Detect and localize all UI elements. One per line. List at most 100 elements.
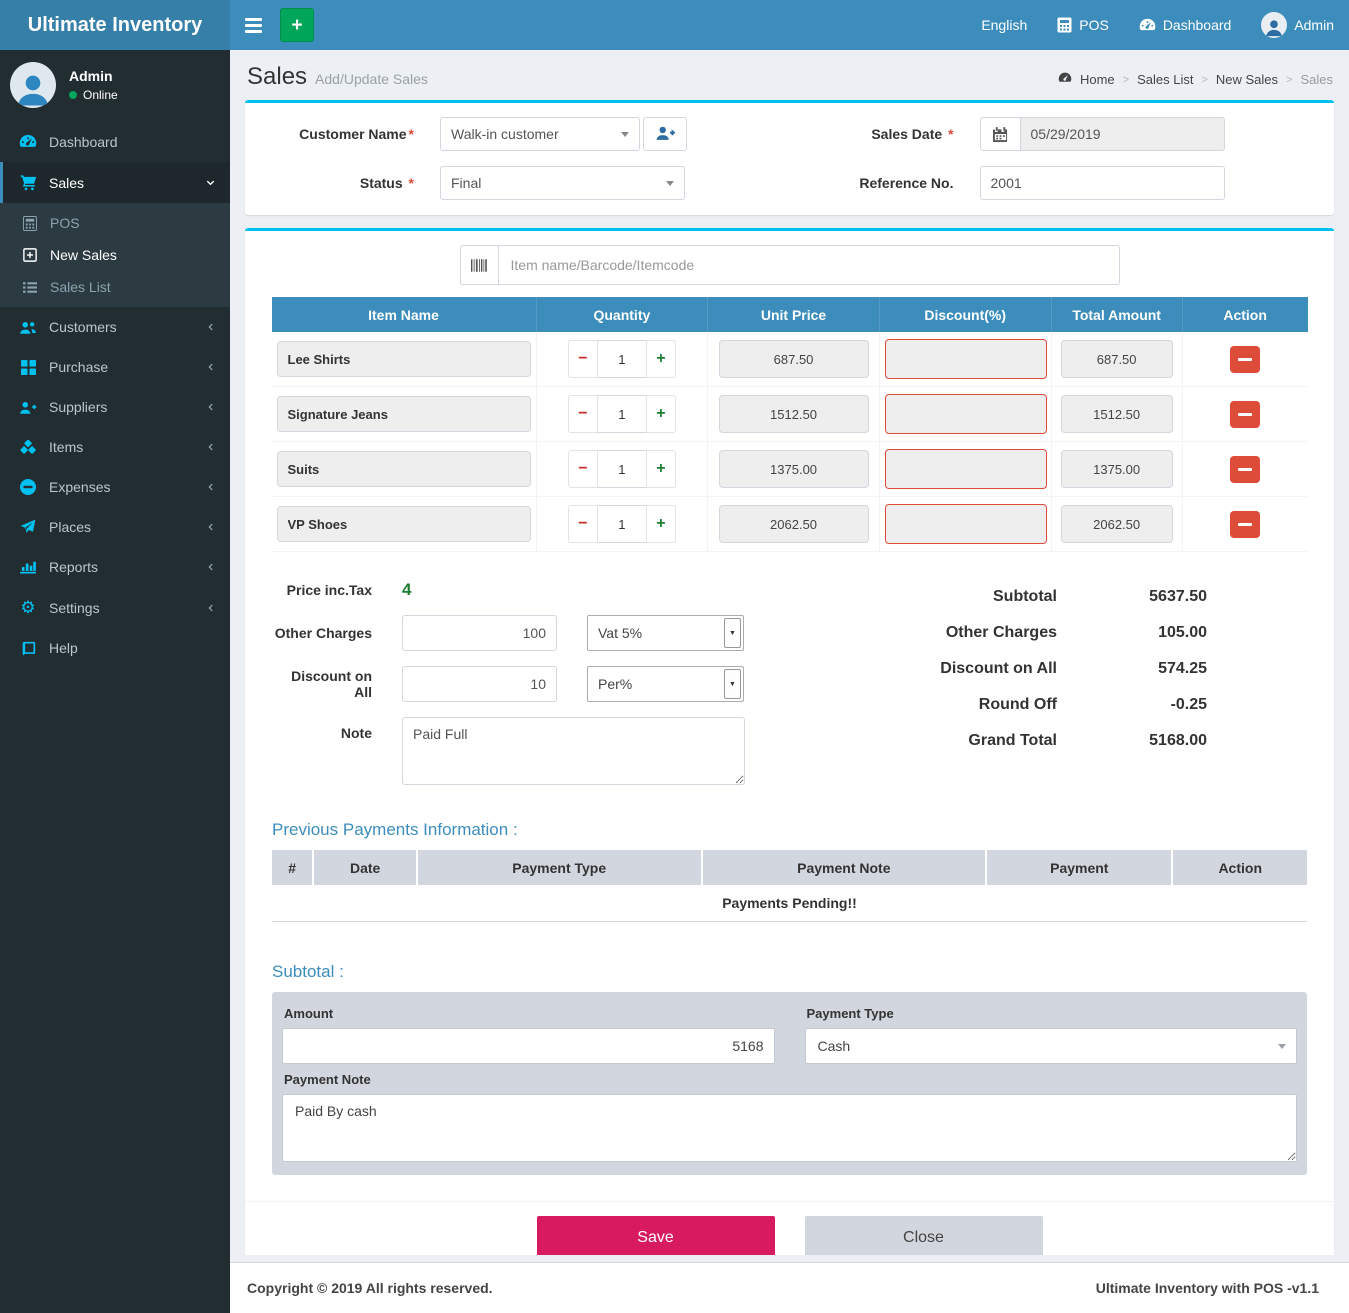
discount-on-all-input[interactable] (402, 666, 557, 702)
qty-decrease-button[interactable]: − (567, 395, 598, 433)
sidebar-item-suppliers[interactable]: Suppliers (0, 387, 230, 427)
discount-input[interactable] (884, 504, 1047, 544)
nav-user-menu[interactable]: Admin (1246, 0, 1349, 50)
qty-input[interactable] (597, 395, 646, 433)
total-amount-input[interactable] (1060, 505, 1173, 543)
minus-icon (1238, 357, 1253, 361)
sidebar-toggle-button[interactable] (230, 0, 276, 50)
remove-item-button[interactable] (1230, 510, 1261, 538)
breadcrumb-new-sales[interactable]: New Sales (1215, 72, 1279, 87)
total-amount-input[interactable] (1060, 340, 1173, 378)
sidebar-item-purchase[interactable]: Purchase (0, 347, 230, 387)
col-pay-action: Action (1171, 850, 1307, 885)
item-name-input[interactable] (276, 341, 531, 377)
qty-increase-button[interactable]: + (645, 505, 676, 543)
remove-item-button[interactable] (1230, 345, 1261, 373)
qty-decrease-button[interactable]: − (567, 450, 598, 488)
user-plus-icon (655, 125, 675, 144)
sidebar-item-items[interactable]: Items (0, 427, 230, 467)
brand-logo[interactable]: Ultimate Inventory (0, 0, 230, 50)
sidebar-item-customers[interactable]: Customers (0, 307, 230, 347)
discount-input[interactable] (884, 449, 1047, 489)
total-amount-input[interactable] (1060, 450, 1173, 488)
unit-price-input[interactable] (718, 395, 869, 433)
item-name-input[interactable] (276, 451, 531, 487)
nav-language[interactable]: English (981, 17, 1028, 33)
item-row: −+ (271, 386, 1308, 442)
users-icon (17, 320, 39, 335)
sales-date-input[interactable] (1019, 117, 1225, 151)
col-hash: # (272, 850, 314, 885)
remove-item-button[interactable] (1230, 455, 1261, 483)
payment-note-textarea[interactable]: Paid By cash (282, 1094, 1297, 1162)
caret-down-icon (1278, 1044, 1286, 1049)
chevron-left-icon (206, 322, 216, 332)
calendar-icon[interactable] (979, 117, 1020, 151)
item-row: −+ (271, 441, 1308, 497)
sidebar: Admin Online Dashboard (0, 50, 230, 1313)
sidebar-subitem-new-sales[interactable]: New Sales (0, 239, 230, 271)
chevron-left-icon (206, 522, 216, 532)
unit-price-input[interactable] (718, 505, 869, 543)
plus-icon: + (291, 14, 303, 36)
chevron-left-icon (206, 402, 216, 412)
qty-decrease-button[interactable]: − (567, 340, 598, 378)
sidebar-item-dashboard[interactable]: Dashboard (0, 122, 230, 162)
sidebar-item-settings[interactable]: ⚙ Settings (0, 587, 230, 628)
sidebar-user-name: Admin (69, 68, 113, 84)
discount-type-select[interactable]: Per% ▼ (587, 666, 744, 702)
close-button[interactable]: Close (804, 1216, 1043, 1255)
minus-icon (1238, 467, 1253, 471)
sidebar-item-sales[interactable]: Sales (0, 162, 230, 203)
user-avatar (10, 62, 56, 108)
nav-dashboard[interactable]: Dashboard (1124, 0, 1247, 50)
qty-increase-button[interactable]: + (645, 395, 676, 433)
item-search-input[interactable] (497, 245, 1120, 285)
discount-input[interactable] (884, 394, 1047, 434)
note-textarea[interactable]: Paid Full (402, 717, 745, 785)
user-status[interactable]: Online (69, 88, 118, 102)
sidebar-subitem-sales-list[interactable]: Sales List (0, 271, 230, 303)
amount-input[interactable] (282, 1028, 775, 1064)
sales-submenu: POS New Sales Sales List (0, 203, 230, 307)
save-button[interactable]: Save (536, 1216, 775, 1255)
other-charges-input[interactable] (402, 615, 557, 651)
qty-increase-button[interactable]: + (645, 450, 676, 488)
add-customer-button[interactable] (643, 117, 687, 151)
grand-total-label: Grand Total (968, 732, 1057, 749)
unit-price-input[interactable] (718, 450, 869, 488)
qty-decrease-button[interactable]: − (567, 505, 598, 543)
sidebar-item-help[interactable]: Help (0, 628, 230, 668)
qty-increase-button[interactable]: + (645, 340, 676, 378)
nav-pos[interactable]: POS (1042, 0, 1124, 50)
payment-type-select[interactable]: Cash (804, 1028, 1297, 1064)
unit-price-input[interactable] (718, 340, 869, 378)
discount-input[interactable] (884, 339, 1047, 379)
sidebar-item-places[interactable]: Places (0, 507, 230, 547)
round-off-label: Round Off (978, 696, 1057, 713)
col-payment-type: Payment Type (415, 850, 702, 885)
sidebar-item-reports[interactable]: Reports (0, 547, 230, 587)
barcode-icon (459, 245, 498, 285)
cart-icon (17, 174, 39, 191)
breadcrumb-sales-list[interactable]: Sales List (1137, 72, 1194, 87)
subtotal-label: Subtotal (993, 588, 1057, 605)
payment-entry-section: Subtotal : Amount Payment Type (245, 922, 1334, 1175)
breadcrumb-home[interactable]: Home (1079, 72, 1115, 87)
qty-input[interactable] (597, 505, 646, 543)
qty-input[interactable] (597, 450, 646, 488)
qty-input[interactable] (597, 340, 646, 378)
reference-no-input[interactable] (979, 166, 1225, 200)
sidebar-subitem-pos[interactable]: POS (0, 207, 230, 239)
quick-add-button[interactable]: + (280, 8, 314, 42)
item-name-input[interactable] (276, 396, 531, 432)
sidebar-item-expenses[interactable]: Expenses (0, 467, 230, 507)
other-charges-type-select[interactable]: Vat 5% ▼ (587, 615, 744, 651)
user-plus-icon (17, 400, 39, 415)
customer-select[interactable]: Walk-in customer (440, 117, 640, 151)
remove-item-button[interactable] (1230, 400, 1261, 428)
status-select[interactable]: Final (440, 166, 685, 200)
total-amount-input[interactable] (1060, 395, 1173, 433)
item-name-input[interactable] (276, 506, 531, 542)
note-label: Note (340, 725, 372, 741)
